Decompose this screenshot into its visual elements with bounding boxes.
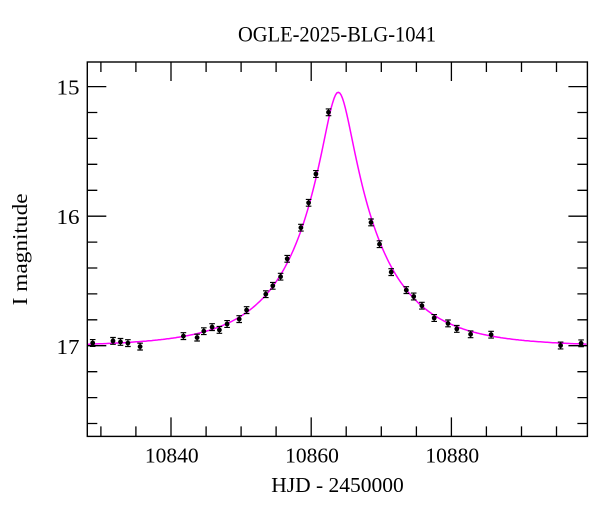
svg-text:HJD - 2450000: HJD - 2450000 <box>271 473 404 497</box>
svg-text:OGLE-2025-BLG-1041: OGLE-2025-BLG-1041 <box>238 22 436 47</box>
svg-text:15: 15 <box>57 76 80 100</box>
svg-text:I magnitude: I magnitude <box>8 193 32 305</box>
svg-text:10880: 10880 <box>425 443 479 467</box>
svg-text:16: 16 <box>57 205 80 229</box>
svg-text:10860: 10860 <box>285 443 339 467</box>
svg-text:10840: 10840 <box>145 443 199 467</box>
svg-text:17: 17 <box>57 335 80 359</box>
